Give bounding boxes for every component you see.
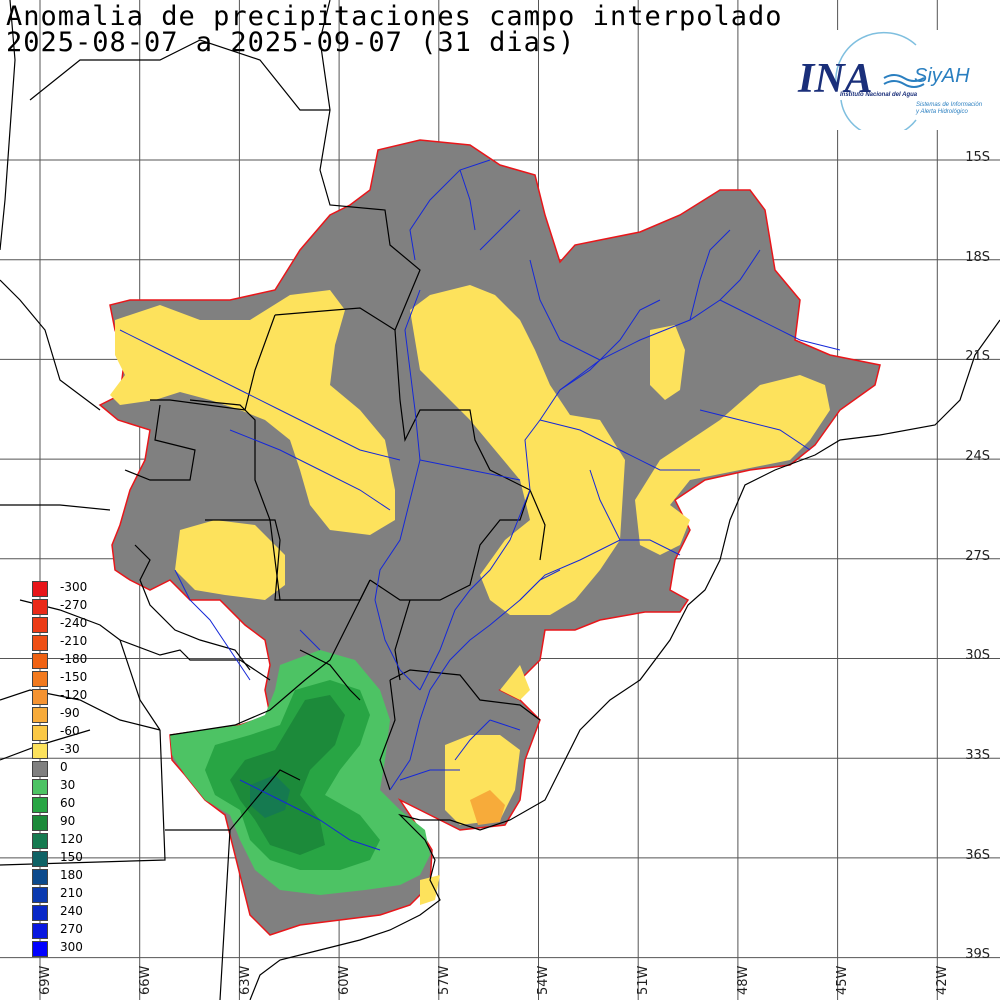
legend-swatch: [32, 707, 48, 723]
legend-label: -240: [60, 616, 88, 630]
legend-label: -270: [60, 598, 88, 612]
political-boundaries: [0, 0, 546, 1000]
logo-institution: Instituto Nacional del Agua: [840, 92, 918, 98]
lat-label: 33S: [965, 748, 990, 763]
lon-label: 66W: [138, 965, 153, 995]
lat-label: 24S: [965, 449, 990, 464]
legend-label: 120: [60, 832, 83, 846]
legend-swatch: [32, 653, 48, 669]
lat-label: 36S: [965, 848, 990, 863]
legend-label: 300: [60, 940, 83, 954]
legend-entry: -270: [30, 598, 90, 615]
legend-label: 270: [60, 922, 83, 936]
lon-label: 63W: [238, 965, 253, 995]
legend-swatch: [32, 797, 48, 813]
legend-label: 0: [60, 760, 68, 774]
legend-entry: 120: [30, 832, 90, 849]
logo-subtitle-2: y Alerta Hidrológico: [915, 109, 968, 115]
legend-label: 240: [60, 904, 83, 918]
legend-swatch: [32, 851, 48, 867]
lat-label: 21S: [965, 349, 990, 364]
legend-entry: 270: [30, 922, 90, 939]
legend-label: -30: [60, 742, 80, 756]
legend-swatch: [32, 779, 48, 795]
lon-label: 42W: [935, 965, 950, 995]
legend-entry: 30: [30, 778, 90, 795]
rivers: [119, 159, 841, 851]
legend-label: 60: [60, 796, 76, 810]
lat-label: 27S: [965, 549, 990, 564]
legend-label: -60: [60, 724, 80, 738]
legend-entry: 150: [30, 850, 90, 867]
legend-entry: -60: [30, 724, 90, 741]
ina-siyah-logo: INA SiyAH Instituto Nacional del Agua Si…: [796, 30, 996, 130]
legend-swatch: [32, 743, 48, 759]
legend-swatch: [32, 941, 48, 957]
legend-swatch: [32, 905, 48, 921]
legend-entry: -120: [30, 688, 90, 705]
legend-entry: -180: [30, 652, 90, 669]
legend-swatch: [32, 599, 48, 615]
lat-label: 15S: [965, 150, 990, 165]
legend-entry: -300: [30, 580, 90, 597]
legend-entry: 90: [30, 814, 90, 831]
legend-label: -180: [60, 652, 88, 666]
map-date-range: 2025-08-07 a 2025-09-07 (31 dias): [6, 27, 576, 58]
legend-entry: 300: [30, 940, 90, 957]
legend-swatch: [32, 581, 48, 597]
legend-label: 90: [60, 814, 76, 828]
legend-entry: -90: [30, 706, 90, 723]
legend-entry: 60: [30, 796, 90, 813]
legend-label: -210: [60, 634, 88, 648]
legend-label: -300: [60, 580, 88, 594]
legend-swatch: [32, 635, 48, 651]
legend-label: -90: [60, 706, 80, 720]
legend-entry: -30: [30, 742, 90, 759]
legend-label: -150: [60, 670, 88, 684]
legend-swatch: [32, 833, 48, 849]
orange-anomaly-patch: [470, 790, 505, 825]
positive-anomaly-zones: [170, 650, 430, 895]
logo-system: SiyAH: [914, 65, 970, 87]
map-title: Anomalia de precipitaciones campo interp…: [6, 1, 783, 32]
lon-label: 54W: [536, 965, 551, 995]
lon-label: 69W: [38, 965, 53, 995]
legend-swatch: [32, 689, 48, 705]
lon-label: 48W: [736, 965, 751, 995]
legend-swatch: [32, 725, 48, 741]
legend-label: 150: [60, 850, 83, 864]
legend-swatch: [32, 671, 48, 687]
legend-entry: -240: [30, 616, 90, 633]
lat-label: 30S: [965, 648, 990, 663]
legend-entry: -210: [30, 634, 90, 651]
legend-entry: 0: [30, 760, 90, 777]
legend-entry: -150: [30, 670, 90, 687]
legend-swatch: [32, 617, 48, 633]
lat-label: 39S: [965, 947, 990, 962]
lat-label: 18S: [965, 250, 990, 265]
lon-label: 60W: [337, 965, 352, 995]
legend-swatch: [32, 923, 48, 939]
legend-entry: 240: [30, 904, 90, 921]
lon-label: 51W: [636, 965, 651, 995]
legend-swatch: [32, 869, 48, 885]
legend-label: 210: [60, 886, 83, 900]
lon-label: 57W: [437, 965, 452, 995]
logo-acronym: INA: [797, 56, 873, 102]
legend-entry: 210: [30, 886, 90, 903]
coastline: [249, 319, 1000, 1000]
legend-swatch: [32, 887, 48, 903]
legend-swatch: [32, 761, 48, 777]
legend-entry: 180: [30, 868, 90, 885]
legend-label: 30: [60, 778, 76, 792]
legend-label: 180: [60, 868, 83, 882]
legend-swatch: [32, 815, 48, 831]
legend-label: -120: [60, 688, 88, 702]
lon-label: 45W: [835, 965, 850, 995]
logo-subtitle-1: Sistemas de Información: [916, 102, 983, 108]
